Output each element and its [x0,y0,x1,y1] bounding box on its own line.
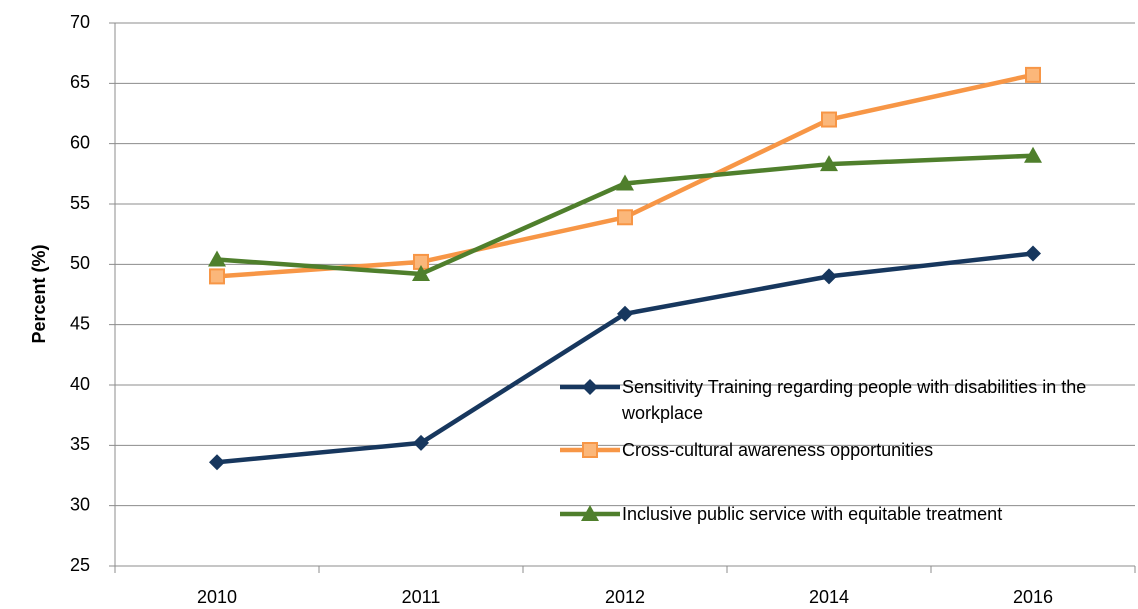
y-tick-label: 65 [70,72,90,92]
marker [209,454,225,471]
x-tick-label: 2011 [402,587,441,607]
y-tick-label: 55 [70,193,90,213]
marker [820,155,838,172]
marker [1025,66,1041,83]
legend-item: Sensitivity Training regarding people wi… [622,377,1087,423]
y-tick-label: 25 [70,555,90,575]
marker [412,264,430,281]
y-axis-label: Percent (%) [29,244,49,343]
legend-label: Cross-cultural awareness opportunities [622,440,934,460]
marker [821,268,837,285]
y-tick-label: 30 [70,494,90,514]
marker [582,442,598,458]
legend-item: Inclusive public service with equitable … [622,504,1003,524]
y-tick-label: 70 [70,12,90,32]
marker [1025,245,1041,262]
y-tick-label: 60 [70,132,90,152]
marker [617,305,633,322]
legend-label: Sensitivity Training regarding people wi… [622,377,1087,423]
x-tick-label: 2016 [1013,587,1053,607]
y-tick-label: 45 [70,313,90,333]
legend-label: Inclusive public service with equitable … [622,504,1003,524]
marker [616,174,634,191]
marker [582,379,598,395]
x-tick-label: 2012 [605,587,645,607]
marker [821,111,837,128]
legend-item: Cross-cultural awareness opportunities [622,440,934,460]
y-tick-label: 40 [70,374,90,394]
x-tick-label: 2010 [197,587,237,607]
marker [1024,146,1042,163]
x-tick-label: 2014 [809,587,849,607]
marker [413,434,429,451]
marker [208,250,226,267]
marker [617,209,633,226]
marker [581,505,599,521]
marker [209,268,225,285]
y-tick-label: 50 [70,253,90,273]
y-tick-label: 35 [70,434,90,454]
